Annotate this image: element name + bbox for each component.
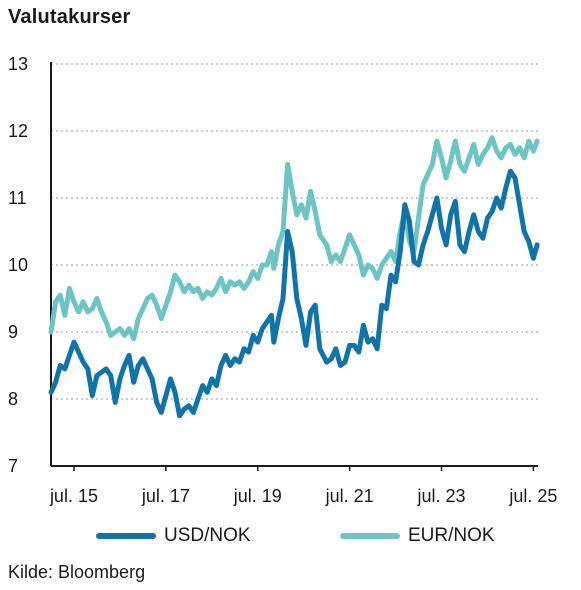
x-tick-label-4: jul. 23 — [416, 486, 465, 506]
y-tick-label-7: 7 — [8, 456, 18, 476]
x-tick-label-3: jul. 21 — [325, 486, 374, 506]
gridlines — [51, 63, 538, 400]
series-lines — [48, 135, 540, 419]
y-tick-label-10: 10 — [8, 255, 28, 275]
y-tick-label-11: 11 — [8, 188, 27, 208]
legend-label-usd: USD/NOK — [164, 525, 251, 546]
legend-swatch-usd — [96, 533, 156, 539]
x-tick-label-1: jul. 17 — [141, 486, 190, 506]
chart-title: Valutakurser — [8, 6, 131, 28]
series-line-usd-nok — [48, 168, 540, 419]
x-tick-label-5: jul. 25 — [508, 486, 557, 506]
line-chart: 7 8 9 10 11 12 13 jul. 15 jul. 17 jul. 19 jul. 21… — [8, 54, 557, 506]
legend-label-eur: EUR/NOK — [408, 525, 495, 546]
source-note: Kilde: Bloomberg — [8, 562, 146, 582]
x-tick-label-2: jul. 19 — [233, 486, 282, 506]
y-tick-label-8: 8 — [8, 389, 18, 409]
legend: USD/NOK EUR/NOK — [0, 525, 581, 555]
series-line-eur-nok — [48, 135, 540, 342]
y-tick-label-12: 12 — [8, 121, 28, 141]
x-tick-labels: jul. 15 jul. 17 jul. 19 jul. 21 jul. 23 jul. … — [49, 486, 557, 506]
legend-item-usd: USD/NOK — [96, 525, 251, 547]
y-tick-labels: 7 8 9 10 11 12 13 — [8, 54, 28, 476]
x-tick-label-0: jul. 15 — [49, 486, 98, 506]
legend-swatch-eur — [340, 533, 400, 539]
axes — [50, 62, 538, 471]
legend-item-eur: EUR/NOK — [340, 525, 495, 547]
y-tick-label-9: 9 — [8, 322, 18, 342]
y-tick-label-13: 13 — [8, 54, 28, 74]
